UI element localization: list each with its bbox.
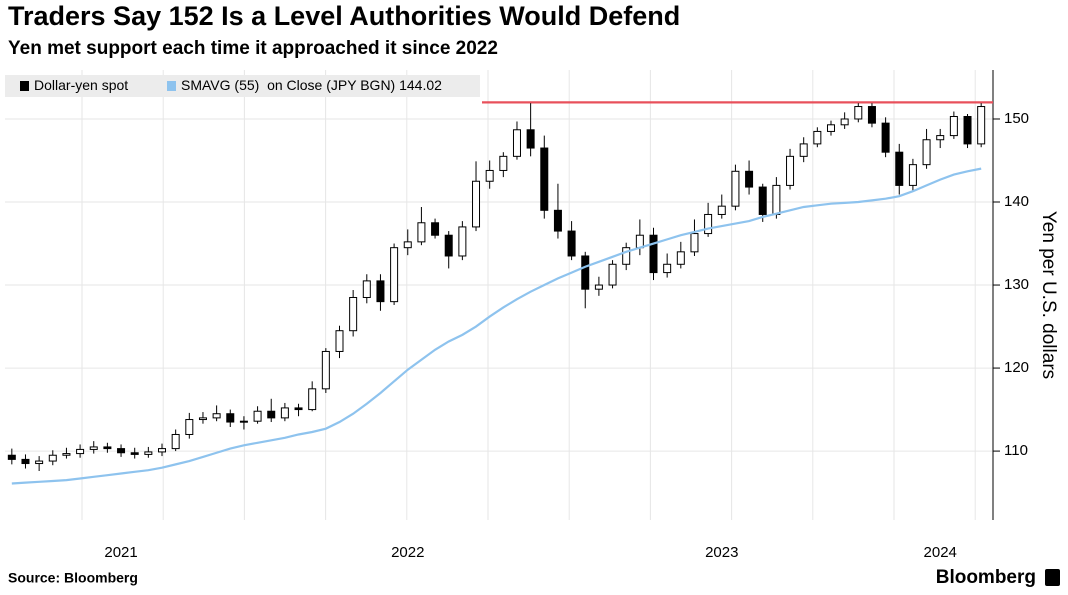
grid bbox=[5, 70, 993, 520]
candle-body bbox=[390, 247, 399, 303]
candle-body bbox=[581, 255, 590, 290]
candle-body bbox=[117, 448, 126, 454]
candle-body bbox=[48, 454, 57, 462]
candle-body bbox=[198, 417, 207, 421]
candle-body bbox=[826, 124, 835, 132]
candle-body bbox=[854, 106, 863, 120]
candle-body bbox=[799, 143, 808, 157]
candle-body bbox=[7, 454, 16, 460]
candle-body bbox=[212, 413, 221, 419]
candle-body bbox=[622, 247, 631, 265]
y-tick-label: 110 bbox=[1004, 442, 1028, 459]
candle-body bbox=[663, 263, 672, 274]
candle-body bbox=[786, 155, 795, 186]
candle-body bbox=[908, 164, 917, 186]
candle-body bbox=[745, 170, 754, 188]
candle-body bbox=[867, 106, 876, 124]
candle-body bbox=[417, 222, 426, 243]
candle-body bbox=[772, 184, 781, 215]
y-tick-label: 140 bbox=[1004, 193, 1029, 210]
candle-body bbox=[717, 205, 726, 215]
candle-body bbox=[499, 155, 508, 171]
candle-body bbox=[881, 122, 890, 153]
candle-body bbox=[731, 170, 740, 207]
legend-label: Dollar-yen spot bbox=[34, 77, 128, 93]
candle-body bbox=[158, 448, 167, 453]
chart-title: Traders Say 152 Is a Level Authorities W… bbox=[8, 1, 680, 31]
candle-body bbox=[813, 130, 822, 145]
candle-body bbox=[76, 448, 85, 455]
candle-body bbox=[553, 209, 562, 232]
candle-body bbox=[758, 186, 767, 215]
legend-label: SMAVG (55) on Close (JPY BGN) 144.02 bbox=[181, 77, 442, 93]
candle-body bbox=[130, 452, 139, 455]
candle-body bbox=[144, 451, 153, 455]
chart-subtitle: Yen met support each time it approached … bbox=[8, 38, 498, 59]
candle-body bbox=[21, 458, 30, 465]
y-tick-label: 150 bbox=[1004, 110, 1029, 127]
candle-body bbox=[280, 407, 289, 419]
sma-line bbox=[11, 167, 982, 485]
candle-body bbox=[185, 419, 194, 435]
candle-body bbox=[977, 106, 986, 145]
source: Source: Bloomberg bbox=[8, 570, 138, 586]
candle-body bbox=[362, 280, 371, 298]
candle-body bbox=[321, 350, 330, 390]
legend-box bbox=[5, 75, 480, 97]
candle-body bbox=[349, 296, 358, 332]
candle-body bbox=[308, 388, 317, 411]
candle-body bbox=[567, 230, 576, 257]
candle-body bbox=[526, 129, 535, 149]
candle-body bbox=[239, 420, 248, 423]
candle-body bbox=[608, 263, 617, 286]
x-tick-label: 2024 bbox=[924, 544, 957, 561]
candle-body bbox=[704, 213, 713, 235]
brand-icon bbox=[1045, 569, 1060, 586]
candle-body bbox=[376, 280, 385, 303]
x-tick-label: 2023 bbox=[705, 544, 738, 561]
y-axis-label: Yen per U.S. dollars bbox=[1038, 211, 1059, 379]
candle-body bbox=[936, 135, 945, 141]
candle-body bbox=[444, 234, 453, 257]
candle-body bbox=[594, 284, 603, 290]
candle-body bbox=[89, 446, 98, 450]
candle-body bbox=[267, 410, 276, 419]
x-tick-label: 2022 bbox=[391, 544, 424, 561]
candle-body bbox=[649, 234, 658, 274]
candle-body bbox=[335, 330, 344, 352]
candle-body bbox=[840, 118, 849, 126]
candle-body bbox=[922, 139, 931, 166]
candle-body bbox=[949, 115, 958, 137]
candle-body bbox=[35, 460, 44, 465]
candle-body bbox=[895, 151, 904, 186]
brand: Bloomberg bbox=[936, 567, 1036, 588]
candle-body bbox=[472, 180, 481, 228]
candle-body bbox=[294, 407, 303, 411]
candle-body bbox=[226, 413, 235, 423]
candle-body bbox=[485, 169, 494, 182]
candle-body bbox=[512, 129, 521, 157]
candle-body bbox=[431, 222, 440, 236]
candle-body bbox=[403, 241, 412, 249]
candle-body bbox=[690, 233, 699, 253]
candle-body bbox=[540, 147, 549, 211]
candle-body bbox=[171, 433, 180, 450]
x-tick-label: 2021 bbox=[104, 544, 137, 561]
candle-body bbox=[458, 226, 467, 257]
candle-body bbox=[963, 115, 972, 145]
y-tick-label: 120 bbox=[1004, 359, 1029, 376]
y-tick-label: 130 bbox=[1004, 276, 1029, 293]
legend-swatch bbox=[167, 81, 176, 91]
legend-swatch bbox=[20, 81, 29, 91]
candle-body bbox=[253, 410, 262, 422]
candle-body bbox=[676, 251, 685, 265]
candle-body bbox=[103, 446, 112, 450]
candle-body bbox=[62, 453, 71, 456]
